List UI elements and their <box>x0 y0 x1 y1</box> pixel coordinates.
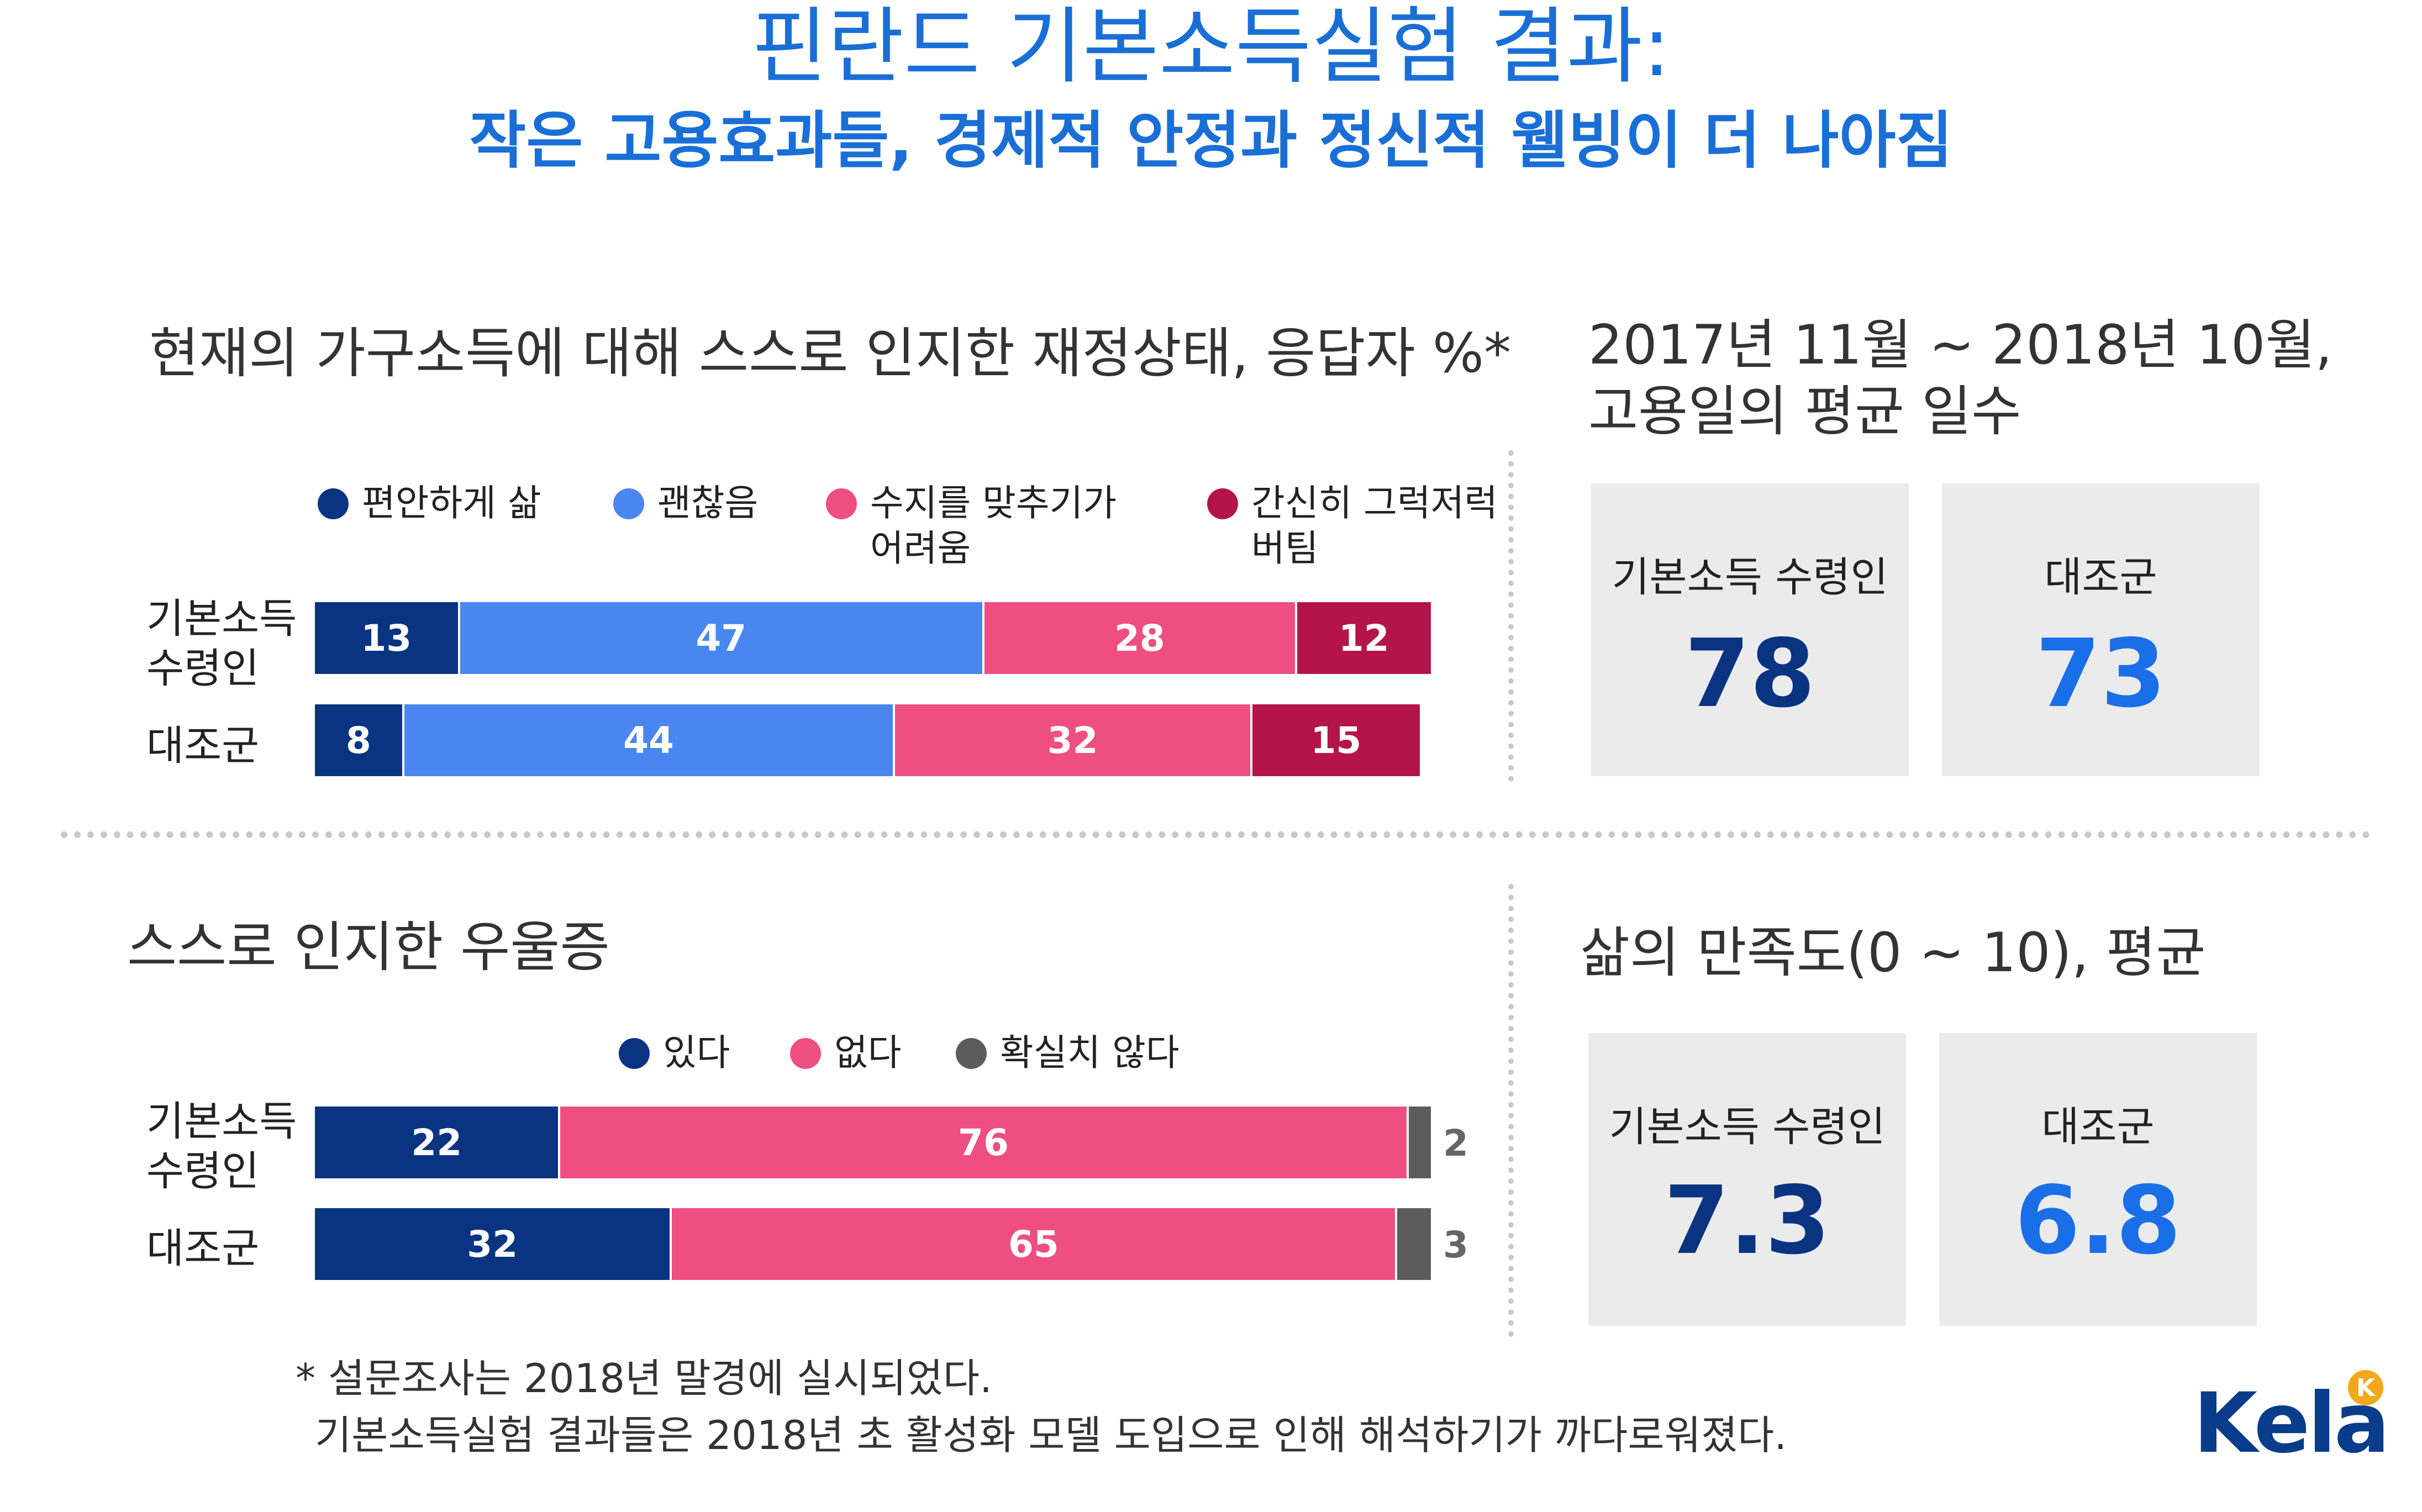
category-label-line: 대조군 <box>146 722 260 770</box>
bar-segment: 32 <box>315 1208 672 1280</box>
satisfaction-recipient-box: 기본소득 수령인 7.3 <box>1588 1033 1906 1326</box>
legend-dot-icon <box>613 488 644 519</box>
legend-label: 없다 <box>834 1031 902 1074</box>
data-label: 76 <box>958 1121 1009 1164</box>
legend-dot-icon <box>1207 488 1238 519</box>
employment-control-box: 대조군 73 <box>1942 483 2260 776</box>
data-label: 47 <box>696 617 747 660</box>
bar-segment: 15 <box>1252 704 1420 776</box>
employment-recipient-value: 78 <box>1684 619 1815 729</box>
bar-segment: 65 <box>672 1208 1398 1280</box>
vertical-separator-bottom <box>1508 884 1514 1337</box>
category-label-line: 기본소득 <box>146 595 297 642</box>
employment-control-value: 73 <box>2035 619 2166 729</box>
satisfaction-recipient-value: 7.3 <box>1663 1166 1831 1276</box>
bar-segment: 47 <box>460 602 984 674</box>
page-title: 핀란드 기본소득실험 결과: <box>751 0 1671 95</box>
legend-item: 있다 <box>619 1030 730 1076</box>
employment-recipient-box: 기본소득 수령인 78 <box>1591 483 1909 776</box>
employment-title-line2: 고용일의 평균 일수 <box>1588 380 2021 443</box>
data-label: 13 <box>361 617 412 660</box>
category-label: 기본소득 수령인 <box>146 594 297 693</box>
legend-item: 편안하게 삶 <box>318 481 541 526</box>
bar-segment: 44 <box>404 704 896 776</box>
employment-recipient-label: 기본소득 수령인 <box>1612 554 1888 601</box>
bar-segment: 22 <box>315 1107 561 1178</box>
category-label-line: 수령인 <box>146 645 260 692</box>
satisfaction-control-value: 6.8 <box>2014 1166 2182 1276</box>
category-label-line: 기본소득 <box>146 1098 297 1145</box>
data-label: 12 <box>1338 617 1389 660</box>
employment-control-label: 대조군 <box>2044 554 2157 601</box>
satisfaction-title: 삶의 만족도(0 ~ 10), 평균 <box>1580 921 2206 984</box>
chart2-legend: 있다 없다 확실치 않다 <box>0 1030 1525 1086</box>
legend-dot-icon <box>956 1038 987 1069</box>
footnote-line1: * 설문조사는 2018년 말경에 실시되었다. <box>296 1355 993 1402</box>
legend-label: 편안하게 삶 <box>362 482 541 524</box>
data-label: 44 <box>623 719 674 762</box>
kela-logo-badge-icon: K <box>2348 1370 2383 1405</box>
legend-label: 있다 <box>663 1031 730 1074</box>
category-label-line: 대조군 <box>146 1225 260 1272</box>
category-label: 대조군 <box>146 721 259 771</box>
chart1-title: 현재의 가구소득에 대해 스스로 인지한 재정상태, 응답자 %* <box>149 322 1512 385</box>
data-label: 32 <box>1047 719 1098 762</box>
bar-row: 8 44 32 15 <box>315 704 1431 776</box>
legend-dot-icon <box>318 488 349 519</box>
legend-label: 확실치 않다 <box>1000 1031 1180 1074</box>
data-label: 8 <box>345 719 371 762</box>
bar-segment: 8 <box>315 704 404 776</box>
footnote-line2: 기본소득실험 결과들은 2018년 초 활성화 모델 도입으로 인해 해석하기가… <box>315 1412 1787 1458</box>
chart1-legend: 편안하게 삶 괜찮음 수지를 맞추기가 어려움 간신히 그럭저럭 버팀 <box>0 481 1525 591</box>
category-label: 대조군 <box>146 1224 259 1273</box>
satisfaction-recipient-label: 기본소득 수령인 <box>1609 1103 1886 1151</box>
satisfaction-control-label: 대조군 <box>2041 1103 2155 1151</box>
legend-item: 간신히 그럭저럭 버팀 <box>1207 481 1498 571</box>
data-label: 2 <box>1443 1122 1468 1165</box>
bar-row: 13 47 28 12 <box>315 602 1431 674</box>
legend-label: 괜찮음 <box>657 482 759 524</box>
bar-segment: 32 <box>895 704 1252 776</box>
bar-segment <box>1408 1107 1431 1178</box>
legend-item: 확실치 않다 <box>956 1030 1180 1076</box>
bar-segment <box>1397 1208 1431 1280</box>
bar-segment: 12 <box>1297 602 1431 674</box>
legend-dot-icon <box>619 1038 650 1069</box>
legend-item: 없다 <box>790 1030 901 1076</box>
legend-dot-icon <box>790 1038 821 1069</box>
legend-item: 괜찮음 <box>613 481 758 526</box>
horizontal-separator <box>61 831 2370 838</box>
legend-label: 간신히 그럭저럭 버팀 <box>1251 482 1498 570</box>
bar-row: 22 76 2 <box>315 1107 1468 1178</box>
legend-label: 수지를 맞추기가 어려움 <box>870 482 1117 570</box>
legend-dot-icon <box>826 488 857 519</box>
chart2-title: 스스로 인지한 우울증 <box>127 916 610 979</box>
satisfaction-control-box: 대조군 6.8 <box>1939 1033 2257 1326</box>
data-label: 28 <box>1114 617 1165 660</box>
vertical-separator-top <box>1508 450 1514 782</box>
data-label: 32 <box>467 1223 518 1266</box>
bar-segment: 13 <box>315 602 460 674</box>
category-label-line: 수령인 <box>146 1147 260 1195</box>
category-label: 기본소득 수령인 <box>146 1097 297 1196</box>
legend-item: 수지를 맞추기가 어려움 <box>826 481 1117 571</box>
page-subtitle: 작은 고용효과들, 경제적 안정과 정신적 웰빙이 더 나아짐 <box>469 105 1953 177</box>
data-label: 65 <box>1008 1223 1059 1266</box>
data-label: 3 <box>1443 1224 1468 1266</box>
employment-title-line1: 2017년 11월 ~ 2018년 10월, <box>1588 314 2333 377</box>
bar-segment: 76 <box>560 1107 1409 1178</box>
data-label: 15 <box>1310 719 1362 762</box>
data-label: 22 <box>411 1121 462 1164</box>
bar-segment: 28 <box>984 602 1297 674</box>
bar-row: 32 65 3 <box>315 1208 1468 1280</box>
